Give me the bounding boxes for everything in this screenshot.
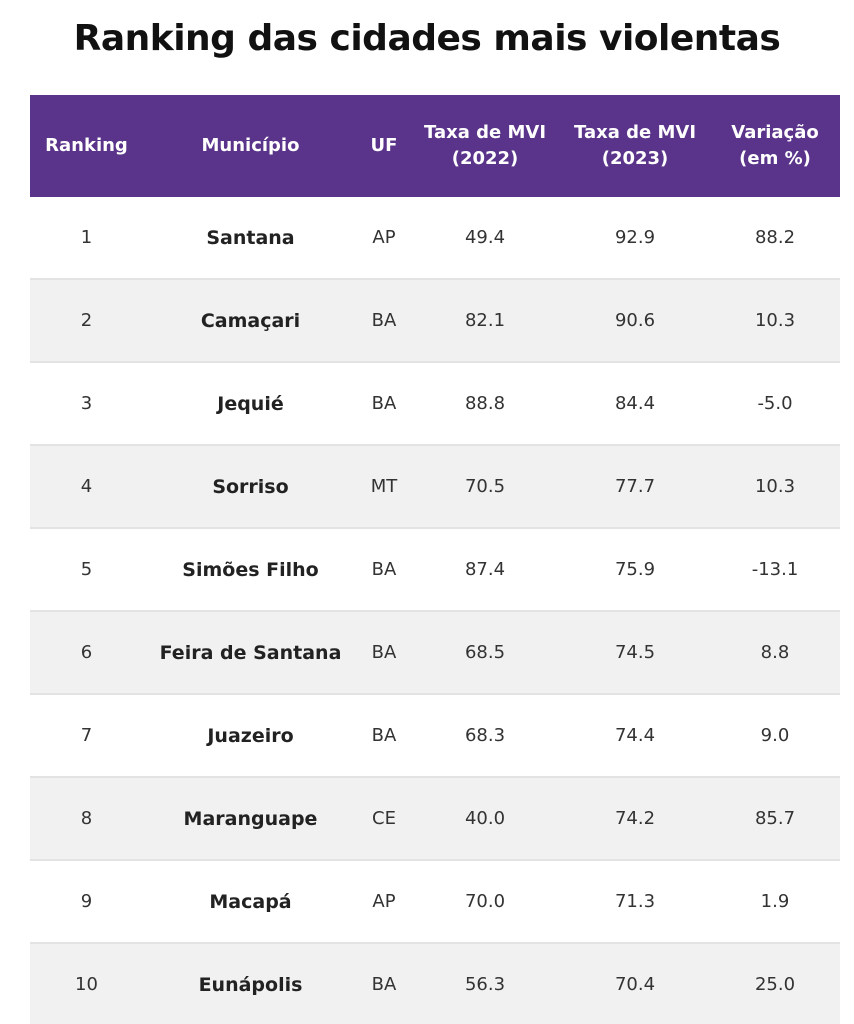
table-title: Ranking das cidades mais violentas — [73, 18, 781, 59]
header-uf-label: UF — [370, 135, 398, 156]
cell-mvi-2023: 75.9 — [614, 559, 656, 580]
cell-mvi-2023: 70.4 — [614, 974, 656, 995]
header-variacao-line2: (em %) — [739, 148, 811, 169]
header-municipio: Município — [143, 95, 358, 197]
cell-municipio: Camaçari — [200, 309, 301, 332]
header-ranking-label: Ranking — [45, 135, 128, 156]
table-row: 6 Feira de Santana BA 68.5 74.5 8.8 — [30, 612, 840, 695]
cell-mvi-2022: 68.5 — [464, 642, 506, 663]
table-row: 7 Juazeiro BA 68.3 74.4 9.0 — [30, 695, 840, 778]
cell-mvi-2022: 49.4 — [464, 227, 506, 248]
header-mvi-2022-line1: Taxa de MVI — [423, 122, 547, 143]
cell-mvi-2022: 70.5 — [464, 476, 506, 497]
cell-mvi-2022: 40.0 — [464, 808, 506, 829]
cell-municipio: Eunápolis — [198, 973, 303, 996]
table-row: 9 Macapá AP 70.0 71.3 1.9 — [30, 861, 840, 944]
cell-ranking: 7 — [80, 725, 93, 746]
cell-variacao: 88.2 — [754, 227, 796, 248]
cell-variacao: 10.3 — [754, 476, 796, 497]
cell-ranking: 2 — [80, 310, 93, 331]
cell-ranking: 8 — [80, 808, 93, 829]
table-row: 3 Jequié BA 88.8 84.4 -5.0 — [30, 363, 840, 446]
cell-mvi-2023: 77.7 — [614, 476, 656, 497]
cell-ranking: 9 — [80, 891, 93, 912]
cell-mvi-2023: 74.4 — [614, 725, 656, 746]
cell-ranking: 5 — [80, 559, 93, 580]
cell-mvi-2023: 71.3 — [614, 891, 656, 912]
cell-variacao: 25.0 — [754, 974, 796, 995]
header-variacao: Variação (em %) — [710, 95, 840, 197]
cell-variacao: 8.8 — [760, 642, 790, 663]
cell-variacao: 1.9 — [760, 891, 790, 912]
cell-uf: AP — [372, 227, 396, 248]
cell-variacao: -5.0 — [757, 393, 793, 414]
cell-uf: BA — [371, 559, 397, 580]
table-row: 1 Santana AP 49.4 92.9 88.2 — [30, 197, 840, 280]
header-uf: UF — [358, 95, 410, 197]
table-body: 1 Santana AP 49.4 92.9 88.2 2 Camaçari BA 82.1 90.… — [30, 197, 840, 1024]
cell-ranking: 6 — [80, 642, 93, 663]
header-ranking: Ranking — [30, 95, 143, 197]
cell-mvi-2023: 74.2 — [614, 808, 656, 829]
cell-mvi-2022: 87.4 — [464, 559, 506, 580]
cell-uf: CE — [372, 808, 396, 829]
cell-mvi-2022: 88.8 — [464, 393, 506, 414]
header-mvi-2022: Taxa de MVI (2022) — [410, 95, 560, 197]
header-mvi-2022-line2: (2022) — [451, 148, 519, 169]
cell-uf: AP — [372, 891, 396, 912]
cell-ranking: 10 — [75, 974, 98, 995]
cell-uf: BA — [371, 310, 397, 331]
cell-mvi-2022: 56.3 — [464, 974, 506, 995]
cell-uf: BA — [371, 393, 397, 414]
table-row: 5 Simões Filho BA 87.4 75.9 -13.1 — [30, 529, 840, 612]
cell-municipio: Sorriso — [212, 475, 289, 498]
cell-uf: MT — [370, 476, 398, 497]
cell-ranking: 4 — [80, 476, 93, 497]
cell-ranking: 1 — [80, 227, 93, 248]
table-row: 4 Sorriso MT 70.5 77.7 10.3 — [30, 446, 840, 529]
cell-mvi-2022: 68.3 — [464, 725, 506, 746]
header-municipio-label: Município — [201, 135, 300, 156]
ranking-table: Ranking Município UF Taxa de MVI (2022) … — [30, 95, 840, 1024]
cell-mvi-2022: 82.1 — [464, 310, 506, 331]
cell-mvi-2022: 70.0 — [464, 891, 506, 912]
cell-municipio: Santana — [206, 226, 295, 249]
cell-uf: BA — [371, 725, 397, 746]
cell-uf: BA — [371, 642, 397, 663]
cell-variacao: 10.3 — [754, 310, 796, 331]
cell-mvi-2023: 84.4 — [614, 393, 656, 414]
header-mvi-2023: Taxa de MVI (2023) — [560, 95, 710, 197]
table-row: 2 Camaçari BA 82.1 90.6 10.3 — [30, 280, 840, 363]
cell-ranking: 3 — [80, 393, 93, 414]
cell-mvi-2023: 74.5 — [614, 642, 656, 663]
cell-mvi-2023: 90.6 — [614, 310, 656, 331]
cell-municipio: Simões Filho — [182, 558, 319, 581]
cell-variacao: -13.1 — [751, 559, 799, 580]
cell-municipio: Macapá — [209, 890, 292, 913]
cell-uf: BA — [371, 974, 397, 995]
cell-variacao: 9.0 — [760, 725, 790, 746]
cell-municipio: Maranguape — [183, 807, 318, 830]
header-mvi-2023-line2: (2023) — [601, 148, 669, 169]
cell-municipio: Juazeiro — [207, 724, 294, 747]
header-variacao-line1: Variação — [731, 122, 819, 143]
cell-variacao: 85.7 — [754, 808, 796, 829]
cell-municipio: Jequié — [217, 392, 284, 415]
table-row: 10 Eunápolis BA 56.3 70.4 25.0 — [30, 944, 840, 1024]
table-header: Ranking Município UF Taxa de MVI (2022) … — [30, 95, 840, 197]
cell-mvi-2023: 92.9 — [614, 227, 656, 248]
cell-municipio: Feira de Santana — [159, 641, 342, 664]
header-mvi-2023-line1: Taxa de MVI — [573, 122, 697, 143]
table-row: 8 Maranguape CE 40.0 74.2 85.7 — [30, 778, 840, 861]
